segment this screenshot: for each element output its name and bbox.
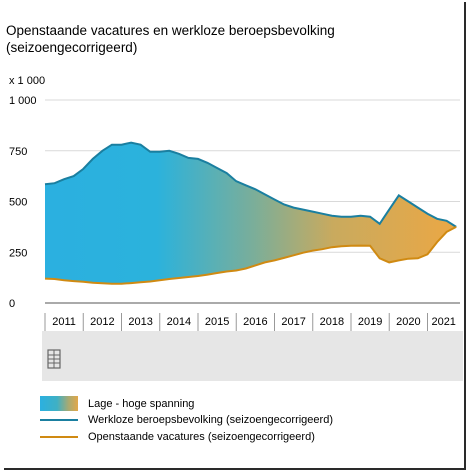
- legend-label-unemployed: Werkloze beroepsbevolking (seizoengecorr…: [88, 414, 333, 426]
- legend-item-band: Lage - hoge spanning: [40, 396, 194, 411]
- legend-swatch-band: [40, 396, 78, 411]
- y-tick-label: 250: [9, 247, 27, 259]
- x-tick-label: 2019: [358, 316, 382, 328]
- legend-label-band: Lage - hoge spanning: [88, 397, 195, 410]
- tension-band-area: [45, 142, 457, 284]
- title-line-1: Openstaande vacatures en werkloze beroep…: [6, 23, 335, 38]
- x-tick-label: 2016: [243, 316, 267, 328]
- legend-line-unemployed: [40, 419, 78, 421]
- time-range-scrollbar[interactable]: [42, 331, 463, 381]
- chart-title: Openstaande vacatures en werkloze beroep…: [6, 22, 335, 56]
- table-view-icon[interactable]: [47, 349, 61, 369]
- legend-item-unemployed: Werkloze beroepsbevolking (seizoengecorr…: [40, 414, 333, 426]
- x-tick-label: 2021: [431, 316, 455, 328]
- legend-label-vacancies: Openstaande vacatures (seizoengecorrigee…: [88, 431, 315, 443]
- x-tick-label: 2013: [128, 316, 152, 328]
- x-tick-label: 2011: [52, 316, 76, 328]
- y-tick-labels: 0 250 500 750 1 000: [9, 95, 37, 310]
- vacancies-series-line: [44, 226, 457, 285]
- y-tick-label: 1 000: [9, 95, 37, 107]
- x-tick-label: 2018: [320, 316, 344, 328]
- x-tick-label: 2014: [167, 316, 191, 328]
- x-tick-labels: 2011 2012 2013 2014 2015 2016 2017 2018 2019 2020…: [44, 313, 456, 331]
- legend-line-vacancies: [40, 436, 78, 438]
- title-line-2: (seizoengecorrigeerd): [6, 40, 138, 55]
- chart-frame: [4, 2, 466, 470]
- x-tick-label: 2015: [205, 316, 229, 328]
- y-axis-unit: x 1 000: [9, 75, 46, 87]
- y-tick-label: 750: [9, 146, 27, 158]
- x-tick-label: 2020: [396, 316, 420, 328]
- x-tick-label: 2017: [281, 316, 305, 328]
- x-tick-label: 2012: [90, 316, 114, 328]
- legend-item-vacancies: Openstaande vacatures (seizoengecorrigee…: [40, 431, 315, 443]
- unemployed-series-line: [44, 141, 457, 228]
- y-tick-label: 0: [9, 298, 15, 310]
- y-tick-label: 500: [9, 197, 27, 209]
